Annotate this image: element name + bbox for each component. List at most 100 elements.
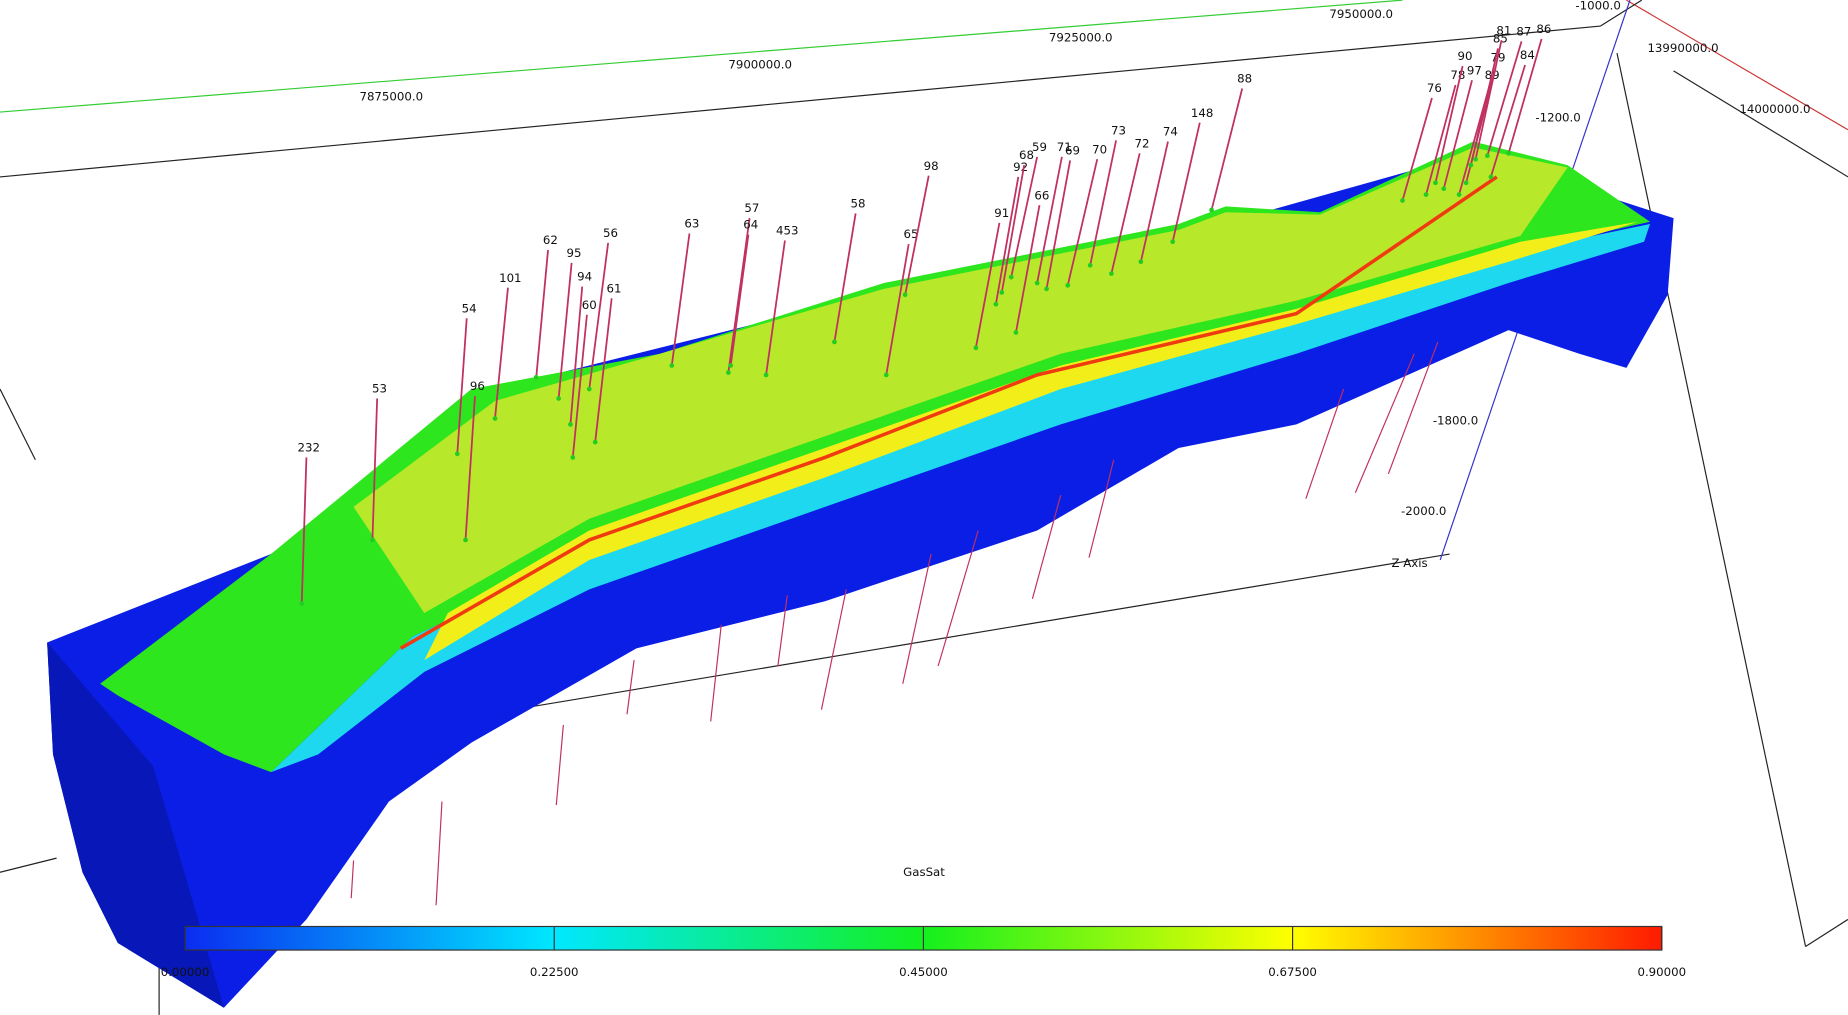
- z-axis-label: -1000.0: [1575, 0, 1620, 13]
- well-end: [1488, 174, 1494, 180]
- box-edge: [1616, 53, 1807, 947]
- well-trace: [833, 213, 857, 343]
- well-end: [999, 290, 1005, 295]
- well-end: [993, 301, 999, 307]
- well-end: [592, 439, 598, 445]
- well-end: [726, 370, 731, 375]
- well-trace: [885, 243, 910, 376]
- well-trace: [904, 175, 930, 295]
- colorbar-ticks: 0.00000 0.22500 0.45000 0.67500 0.90000: [161, 926, 1686, 979]
- well-label: 101: [499, 271, 521, 285]
- x-axis-label: 7925000.0: [1049, 30, 1113, 44]
- well-trace: [594, 298, 613, 443]
- well-trace: [300, 457, 308, 604]
- well-label: 92: [1013, 160, 1028, 174]
- well-trace: [464, 396, 476, 540]
- well-trace: [1354, 353, 1415, 493]
- reservoir-body: [47, 153, 1674, 1008]
- well-end: [586, 386, 592, 392]
- well-end: [728, 363, 734, 368]
- well-label: 60: [582, 298, 597, 312]
- x-axis-label: 7900000.0: [728, 57, 792, 71]
- colorbar-tick-label: 0.67500: [1268, 965, 1317, 979]
- well-end: [1044, 286, 1049, 292]
- well-end: [1468, 162, 1474, 168]
- well-trace: [1434, 65, 1464, 184]
- x-axis-line: [1626, 0, 1848, 131]
- x-axis-label: 7950000.0: [1329, 7, 1393, 21]
- well-end: [533, 374, 539, 380]
- well-end: [1065, 282, 1071, 288]
- well-trace: [765, 240, 786, 376]
- well-trace: [1305, 388, 1345, 499]
- well-label: 59: [1032, 140, 1047, 154]
- well-trace: [902, 553, 932, 684]
- well-label: 71: [1057, 140, 1072, 154]
- y-axis-label: 13990000.0: [1647, 41, 1718, 55]
- well-trace: [1387, 341, 1439, 475]
- well-end: [902, 292, 908, 298]
- well-label: 56: [603, 226, 618, 240]
- well-trace: [588, 242, 610, 390]
- well-label: 66: [1034, 188, 1049, 202]
- well-end: [1138, 259, 1144, 265]
- well-trace: [777, 595, 788, 667]
- z-axis-label: -1800.0: [1433, 413, 1478, 427]
- well-label: 232: [298, 440, 320, 454]
- box-edge: [0, 388, 36, 461]
- well-label: 69: [1065, 143, 1080, 157]
- well-trace: [1210, 88, 1244, 211]
- well-trace: [1089, 140, 1117, 266]
- reservoir: [47, 141, 1674, 1008]
- well-end: [570, 455, 576, 460]
- well-end: [1506, 150, 1511, 156]
- well-trace: [1442, 80, 1473, 189]
- well-label: 453: [776, 224, 798, 238]
- well-label: 97: [1467, 63, 1482, 77]
- well-trace: [670, 233, 691, 366]
- axis-labels: 7875000.0 7900000.0 7925000.0 7950000.0 1399…: [359, 0, 1810, 570]
- well-trace: [820, 589, 847, 710]
- well-trace: [1066, 159, 1099, 286]
- well-label: 76: [1427, 81, 1442, 95]
- colorbar-tick-label: 0.45000: [899, 965, 948, 979]
- well-end: [832, 339, 837, 345]
- well-label: 65: [904, 227, 919, 241]
- well-label: 74: [1163, 125, 1178, 139]
- well-trace: [1507, 38, 1543, 154]
- well-trace: [350, 860, 355, 899]
- well-label: 73: [1111, 123, 1126, 137]
- well-trace: [1015, 205, 1041, 333]
- well-trace: [535, 249, 549, 378]
- box-edge: [1805, 918, 1848, 948]
- well-end: [454, 451, 460, 457]
- well-trace: [435, 801, 443, 906]
- well-trace: [1010, 156, 1039, 278]
- box-edge: [1673, 70, 1848, 178]
- well-trace: [569, 286, 584, 425]
- well-end: [370, 537, 375, 543]
- well-label: 91: [994, 206, 1009, 220]
- well-trace: [1000, 164, 1026, 293]
- yellow-zone: [353, 147, 1568, 613]
- z-axis-label: -2000.0: [1401, 504, 1446, 518]
- well-end: [299, 601, 305, 606]
- well-end: [1400, 198, 1405, 203]
- well-trace: [1088, 459, 1115, 558]
- well-end: [556, 396, 561, 401]
- well-end: [763, 372, 769, 378]
- well-trace: [727, 218, 751, 373]
- well-label: 81: [1496, 23, 1511, 37]
- well-trace: [1425, 84, 1457, 195]
- reservoir-side: [47, 642, 224, 1008]
- well-trace: [1171, 122, 1201, 242]
- well-label: 88: [1237, 72, 1252, 86]
- well-end: [669, 363, 675, 368]
- well-label: 57: [744, 201, 759, 215]
- y-axis-label: 14000000.0: [1739, 102, 1810, 116]
- well-trace: [995, 176, 1020, 305]
- well-trace: [729, 234, 750, 366]
- well-label: 78: [1450, 68, 1465, 82]
- well-end: [1473, 156, 1478, 162]
